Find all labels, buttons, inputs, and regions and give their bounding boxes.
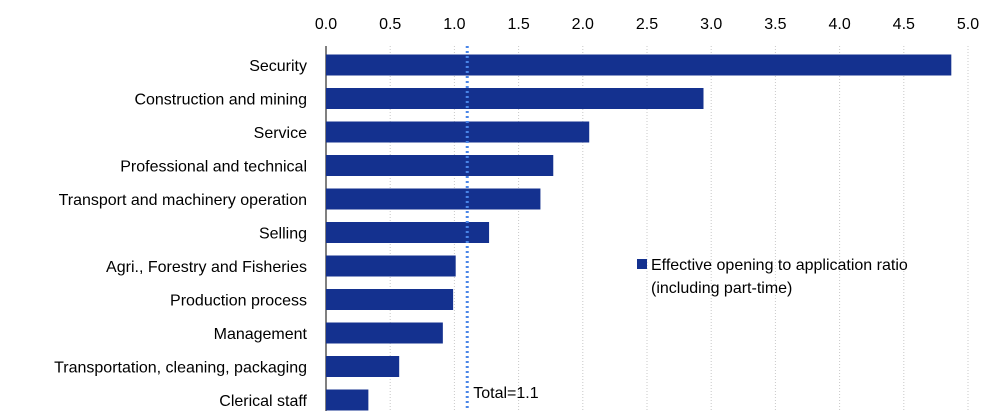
x-tick-label: 4.5 — [893, 16, 915, 33]
bar — [326, 222, 490, 243]
bar — [326, 356, 400, 377]
bar — [326, 322, 443, 344]
bar — [326, 121, 590, 143]
x-tick-label: 3.0 — [700, 16, 722, 33]
category-label: Transportation, cleaning, packaging — [54, 360, 307, 377]
bar — [326, 155, 554, 176]
total-reference-label: Total=1.1 — [473, 385, 538, 402]
x-tick-label: 2.0 — [572, 16, 594, 33]
x-tick-label: 3.5 — [764, 16, 786, 33]
x-axis-ticks: 0.0 0.5 1.0 1.5 2.0 2.5 3.0 3.5 4.0 4.5 5.0 — [315, 16, 979, 33]
legend-label-line-2: (including part-time) — [651, 280, 792, 297]
category-label: Selling — [259, 226, 307, 243]
x-tick-label: 4.0 — [828, 16, 850, 33]
x-tick-label: 1.0 — [443, 16, 465, 33]
category-label: Agri., Forestry and Fisheries — [106, 259, 307, 276]
category-label: Management — [214, 326, 308, 343]
x-tick-label: 1.5 — [507, 16, 529, 33]
bar — [326, 54, 952, 76]
bar — [326, 188, 541, 210]
legend: Effective opening to application ratio (… — [637, 257, 908, 297]
bar — [326, 289, 454, 310]
category-label: Clerical staff — [219, 393, 307, 410]
x-tick-label: 0.5 — [379, 16, 401, 33]
category-labels: Security Construction and mining Service Pr… — [54, 58, 307, 410]
bar — [326, 88, 704, 109]
x-tick-label: 2.5 — [636, 16, 658, 33]
category-label: Transport and machinery operation — [59, 192, 307, 209]
category-label: Security — [249, 58, 307, 75]
reference-line: Total=1.1 — [465, 46, 539, 411]
x-tick-label: 0.0 — [315, 16, 337, 33]
x-tick-label: 5.0 — [957, 16, 979, 33]
legend-swatch — [637, 259, 647, 269]
bar — [326, 389, 369, 411]
bars — [326, 54, 952, 411]
category-label: Production process — [170, 293, 307, 310]
legend-label-line-1: Effective opening to application ratio — [651, 257, 908, 274]
category-label: Service — [254, 125, 307, 142]
category-label: Construction and mining — [134, 92, 307, 109]
category-label: Professional and technical — [120, 159, 307, 176]
bar — [326, 255, 456, 277]
